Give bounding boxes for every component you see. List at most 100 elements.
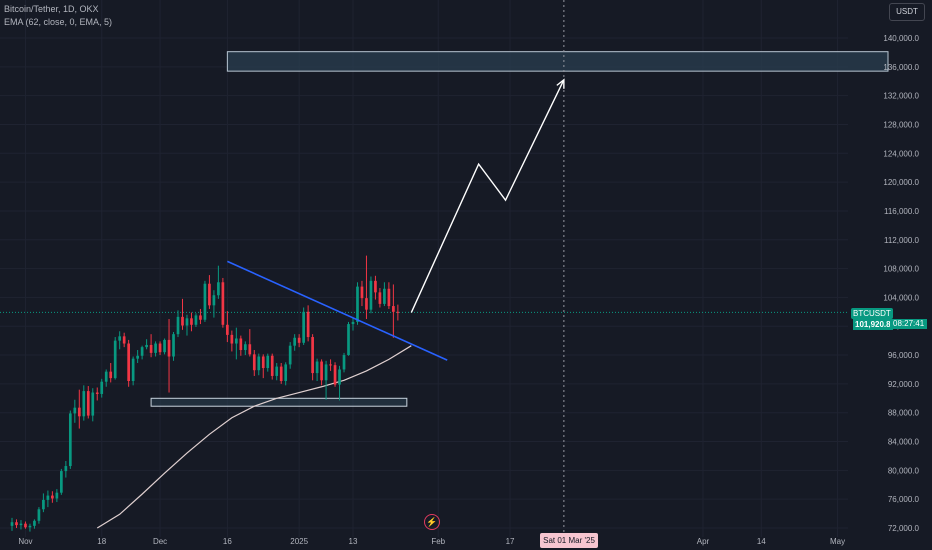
candle-body xyxy=(33,520,36,526)
candle xyxy=(73,399,77,423)
candle-body xyxy=(190,318,193,325)
candle xyxy=(86,386,90,419)
candle xyxy=(140,345,144,360)
symbol-legend[interactable]: Bitcoin/Tether, 1D, OKX xyxy=(4,4,99,14)
candle xyxy=(127,339,131,387)
candle xyxy=(324,360,328,400)
candle xyxy=(378,288,382,308)
candle xyxy=(194,313,198,327)
candle-body xyxy=(311,337,314,374)
candle xyxy=(338,365,341,401)
chart-zones xyxy=(0,0,889,533)
candle xyxy=(64,460,68,478)
price-tick-label: 116,000.0 xyxy=(884,207,920,216)
candle xyxy=(185,314,189,336)
candle xyxy=(279,362,283,384)
candle-body xyxy=(347,324,350,356)
candle xyxy=(158,341,162,356)
candle xyxy=(351,317,355,331)
candle xyxy=(19,520,23,530)
ema-line-group xyxy=(96,345,412,529)
candle xyxy=(55,489,59,503)
candle-body xyxy=(356,286,359,322)
price-tick-label: 124,000.0 xyxy=(883,149,919,158)
candle-body xyxy=(293,337,297,346)
candle xyxy=(131,356,135,386)
time-axis: Nov 18 Dec 16 2025 13 Feb 17 Apr 14 May xyxy=(18,537,845,546)
currency-button[interactable]: USDT xyxy=(889,3,925,21)
candle xyxy=(149,334,153,358)
candle-body xyxy=(55,492,59,499)
candle-body xyxy=(64,466,68,472)
candle-body xyxy=(338,369,341,385)
candle xyxy=(199,308,202,325)
candle xyxy=(113,337,117,380)
projection-arrowhead xyxy=(556,78,565,89)
candle-body xyxy=(28,525,32,528)
time-tick-label: May xyxy=(830,537,845,546)
candle xyxy=(392,284,395,338)
price-tick-label: 80,000.0 xyxy=(888,466,920,475)
candle-body xyxy=(306,311,310,338)
candle-body xyxy=(60,471,63,493)
candle-body xyxy=(158,343,162,353)
candle-body xyxy=(176,316,180,335)
tradingview-logo-icon[interactable]: ⚡ xyxy=(424,514,440,530)
candle xyxy=(104,369,108,387)
candle xyxy=(297,334,301,348)
candle xyxy=(100,378,104,398)
candle-body xyxy=(208,283,211,306)
candle-body xyxy=(396,311,400,313)
candle xyxy=(396,304,400,321)
candle-body xyxy=(46,495,50,500)
candle xyxy=(387,282,391,309)
indicator-legend[interactable]: EMA (62, close, 0, EMA, 5) xyxy=(4,17,113,27)
candle-body xyxy=(369,280,373,310)
candle xyxy=(109,362,113,383)
candle xyxy=(230,330,234,352)
last-price-value: 101,920.8 xyxy=(853,319,893,330)
candle-body xyxy=(234,338,238,344)
trendline xyxy=(227,260,448,361)
candle-body xyxy=(149,344,153,353)
target-zone xyxy=(226,51,889,72)
projection-path xyxy=(410,79,565,313)
candle-body xyxy=(374,280,377,293)
price-tick-label: 72,000.0 xyxy=(888,524,920,533)
candle-body xyxy=(275,366,279,376)
candle-body xyxy=(172,334,175,357)
candle xyxy=(145,339,148,350)
candle xyxy=(329,359,332,371)
candle-body xyxy=(199,315,202,320)
candle xyxy=(302,307,305,345)
candle xyxy=(239,335,243,356)
candle-body xyxy=(342,355,346,370)
price-tick-label: 96,000.0 xyxy=(888,351,920,360)
candle-body xyxy=(387,288,391,307)
chart-legend: Bitcoin/Tether, 1D, OKX EMA (62, close, … xyxy=(4,3,112,29)
candle-body xyxy=(383,288,386,304)
time-tick-label: 18 xyxy=(97,537,106,546)
candle-body xyxy=(217,282,220,296)
candle xyxy=(208,275,211,309)
candle-body xyxy=(136,355,139,359)
candle xyxy=(226,311,229,343)
candle-body xyxy=(19,523,23,526)
time-tick-label: Nov xyxy=(18,537,32,546)
candle xyxy=(163,338,166,355)
candle-body xyxy=(185,318,189,326)
price-axis: 72,000.0 76,000.0 80,000.0 84,000.0 88,000.0… xyxy=(883,34,919,533)
candle-body xyxy=(118,336,122,341)
candle xyxy=(203,280,207,322)
price-tick-label: 128,000.0 xyxy=(883,120,919,129)
candle-body xyxy=(226,324,229,335)
candle xyxy=(261,354,265,379)
candle-body xyxy=(230,334,234,344)
candle xyxy=(15,519,18,528)
candle xyxy=(122,332,126,348)
candle-body xyxy=(378,292,382,304)
candle xyxy=(333,362,337,387)
time-tick-label: Apr xyxy=(697,537,710,546)
candle-body xyxy=(145,344,148,348)
